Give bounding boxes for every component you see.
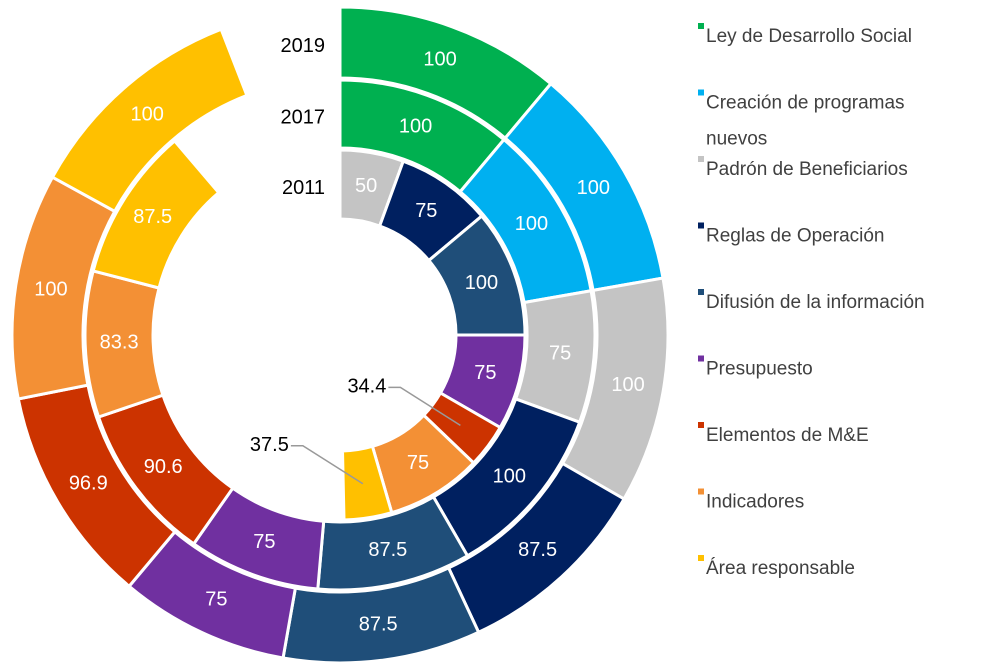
data-label: 87.5	[359, 613, 398, 635]
data-label: 96.9	[69, 472, 108, 494]
data-label: 100	[493, 465, 526, 487]
data-label: 87.5	[368, 539, 407, 561]
data-label: 75	[474, 362, 496, 384]
legend-label: Padrón de Beneficiarios	[706, 159, 908, 180]
data-label: 100	[577, 177, 610, 199]
data-label: 75	[253, 531, 275, 553]
leader-line	[388, 386, 461, 426]
legend-line: Creación de programas	[706, 93, 905, 114]
legend-label: Difusión de la información	[706, 292, 925, 313]
data-label: 100	[611, 374, 644, 396]
data-label: 75	[205, 588, 227, 610]
data-label: 90.6	[144, 456, 183, 478]
data-label: 50	[355, 175, 377, 197]
data-label: 75	[549, 343, 571, 365]
legend-label: Elementos de M&E	[706, 425, 869, 446]
data-label: 100	[130, 103, 163, 125]
data-label: 34.4	[347, 376, 386, 398]
data-label: 75	[415, 200, 437, 222]
legend-swatch	[698, 555, 704, 561]
leader-line	[290, 445, 364, 485]
legend-swatch	[698, 89, 704, 96]
data-label: 100	[34, 279, 67, 301]
legend-swatch	[698, 156, 704, 162]
ring-segment	[50, 27, 249, 214]
legend-swatch	[698, 488, 704, 495]
legend-swatch	[698, 289, 704, 295]
legend-label: Ley de Desarrollo Social	[706, 26, 912, 47]
legend-label: Presupuesto	[706, 359, 813, 380]
year-label: 2011	[282, 177, 325, 199]
legend-label: Indicadores	[706, 492, 804, 513]
data-label: 100	[515, 213, 548, 235]
legend-label: Creación de programas nuevos	[706, 93, 905, 150]
data-label: 100	[399, 116, 432, 138]
data-label: 87.5	[518, 539, 557, 561]
data-label: 100	[465, 272, 498, 294]
legend-swatch	[698, 422, 704, 428]
data-label: 37.5	[250, 434, 289, 456]
year-label: 2017	[281, 106, 326, 128]
data-label: 87.5	[133, 206, 172, 228]
legend-label: Reglas de Operación	[706, 226, 885, 247]
year-label: 2019	[281, 35, 326, 57]
legend-line: nuevos	[706, 129, 767, 150]
legend-swatch	[698, 222, 704, 229]
legend-swatch	[698, 355, 704, 362]
legend-swatch	[698, 23, 704, 29]
legend-label: Área responsable	[706, 558, 855, 579]
data-label: 83.3	[100, 331, 139, 353]
data-label: 100	[423, 48, 456, 70]
data-label: 75	[407, 452, 429, 474]
ring-segment	[340, 444, 394, 522]
ring-segment	[91, 138, 221, 290]
